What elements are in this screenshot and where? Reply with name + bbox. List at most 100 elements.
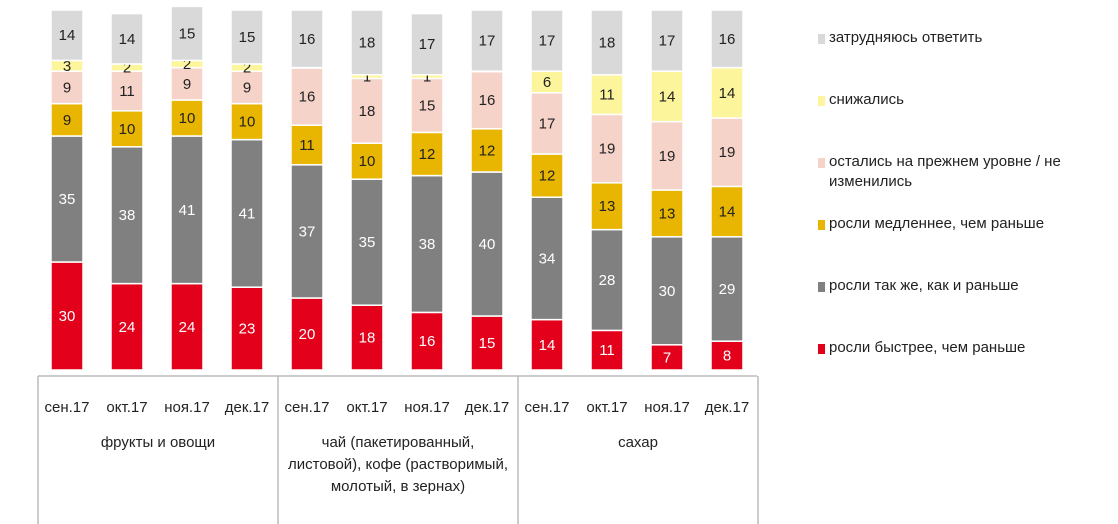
bar-segment (350, 304, 384, 371)
bar-segment (590, 182, 624, 231)
bar-segment (530, 196, 564, 321)
data-label: 13 (599, 198, 616, 215)
data-label: 17 (479, 33, 496, 50)
data-label: 37 (299, 223, 316, 240)
data-label: 29 (719, 281, 736, 298)
data-label: 15 (179, 25, 196, 42)
bar-segment (50, 9, 84, 62)
data-label: 1 (423, 69, 431, 86)
x-tick-label: сен.17 (285, 399, 330, 416)
bar-segment (470, 171, 504, 317)
data-label: 9 (243, 79, 251, 96)
legend-swatch (818, 34, 825, 44)
data-label: 12 (479, 142, 496, 159)
data-label: 38 (419, 236, 436, 253)
x-tick-label: дек.17 (465, 399, 510, 416)
bar-segment (350, 9, 384, 76)
data-label: 14 (659, 88, 676, 105)
bar-segment (410, 131, 444, 177)
data-label: 16 (479, 92, 496, 109)
bar-segment (710, 236, 744, 342)
legend-swatch (818, 158, 825, 168)
legend-label: затрудняюсь ответить (829, 29, 983, 46)
data-label: 40 (479, 236, 496, 253)
data-label: 30 (59, 308, 76, 325)
data-label: 13 (659, 205, 676, 222)
legend-item: росли медленнее, чем раньше (818, 214, 1118, 234)
data-label: 11 (599, 87, 615, 104)
data-label: 7 (663, 349, 671, 366)
data-label: 15 (419, 97, 436, 114)
data-label: 17 (419, 36, 436, 53)
group-label: сахар (618, 434, 658, 451)
bar-segment (170, 66, 204, 101)
data-label: 16 (299, 88, 316, 105)
bar-segment (650, 120, 684, 191)
bar-segment (410, 77, 444, 134)
bar-segment (710, 117, 744, 188)
data-label: 14 (539, 337, 556, 354)
data-label: 35 (359, 234, 376, 251)
x-tick-label: окт.17 (586, 399, 627, 416)
bar-segment (290, 164, 324, 299)
data-label: 16 (419, 333, 436, 350)
bar-segment (410, 12, 444, 76)
bar-segment (50, 261, 84, 371)
data-label: 17 (539, 33, 556, 50)
bar-segment (650, 9, 684, 72)
data-label: 38 (119, 207, 136, 224)
data-label: 9 (183, 76, 191, 93)
bar-segment (650, 236, 684, 346)
data-label: 18 (359, 330, 376, 347)
legend-label: росли быстрее, чем раньше (829, 339, 1026, 356)
bar-segment (410, 174, 444, 314)
x-tick-label: ноя.17 (164, 399, 210, 416)
data-label: 15 (479, 335, 496, 352)
bar-segment (230, 286, 264, 371)
data-label: 14 (119, 31, 136, 48)
group-label: фрукты и овощи (100, 434, 216, 451)
legend-label: снижались (829, 91, 904, 108)
data-label: 18 (599, 34, 616, 51)
x-tick-label: ноя.17 (644, 399, 690, 416)
x-tick-label: дек.17 (705, 399, 750, 416)
data-label: 12 (419, 146, 436, 163)
data-label: 1 (363, 69, 371, 86)
data-label: 19 (599, 141, 616, 158)
bar-segment (170, 5, 204, 62)
data-label: 14 (719, 204, 736, 221)
bar-segment (230, 9, 264, 65)
bar-segment (110, 12, 144, 65)
x-tick-label: окт.17 (106, 399, 147, 416)
bar-segment (50, 70, 84, 105)
data-label: 10 (359, 153, 376, 170)
data-label: 28 (599, 272, 616, 289)
data-label: 14 (719, 85, 736, 102)
bar-segment (590, 9, 624, 76)
data-label: 2 (183, 56, 191, 73)
data-label: 16 (719, 31, 736, 48)
legend-label: росли так же, как и раньше (829, 277, 1019, 294)
data-label: 41 (239, 205, 256, 222)
data-label: 23 (239, 321, 256, 338)
bar-segment (290, 9, 324, 69)
data-label: 10 (179, 110, 196, 127)
data-label: 8 (723, 348, 731, 365)
data-label: 11 (119, 83, 135, 100)
bar-segment (590, 329, 624, 371)
data-label: 9 (63, 79, 71, 96)
legend-item: затрудняюсь ответить (818, 28, 1118, 48)
data-label: 18 (359, 34, 376, 51)
x-tick-label: дек.17 (225, 399, 270, 416)
bar-segment (290, 297, 324, 371)
legend-swatch (818, 96, 825, 106)
data-label: 11 (599, 342, 615, 359)
data-label: 20 (299, 326, 316, 343)
data-label: 24 (119, 319, 136, 336)
bar-segment (590, 228, 624, 332)
data-label: 3 (63, 58, 71, 75)
bar-segment (710, 9, 744, 69)
legend-swatch (818, 220, 825, 230)
